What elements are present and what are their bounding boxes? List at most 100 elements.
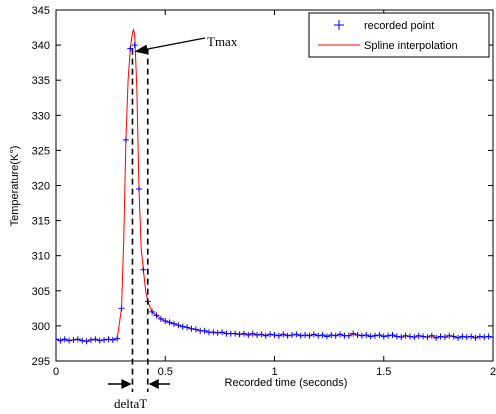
recorded-point-marker <box>428 332 435 339</box>
recorded-point-marker <box>87 336 94 343</box>
recorded-point-marker <box>297 332 304 339</box>
deltat-left-arrow-head <box>121 379 132 389</box>
recorded-point-marker <box>262 332 269 339</box>
recorded-point-marker <box>293 331 300 338</box>
legend-marker-recorded-point <box>334 20 344 30</box>
recorded-point-marker <box>284 332 291 339</box>
recorded-point-marker <box>96 337 103 344</box>
recorded-point-marker <box>437 333 444 340</box>
recorded-point-marker <box>214 329 221 336</box>
recorded-point-marker <box>393 333 400 340</box>
x-axis-label: Recorded time (seconds) <box>225 377 348 389</box>
recorded-point-marker <box>210 329 217 336</box>
recorded-point-marker <box>219 329 226 336</box>
recorded-point-marker <box>424 334 431 341</box>
y-tick-label: 325 <box>32 145 50 157</box>
tmax-arrow-head <box>134 44 149 55</box>
recorded-point-marker <box>170 320 177 327</box>
series-layer <box>56 27 494 345</box>
recorded-point-marker <box>92 336 99 343</box>
recorded-point-marker <box>459 333 466 340</box>
recorded-point-marker <box>450 333 457 340</box>
annotation-deltat-label: deltaT <box>114 396 147 411</box>
y-tick-label: 295 <box>32 356 50 368</box>
recorded-point-marker <box>420 333 427 340</box>
recorded-point-marker <box>166 319 173 326</box>
recorded-point-marker <box>74 336 81 343</box>
recorded-point-marker <box>114 335 121 342</box>
recorded-point-marker <box>302 332 309 339</box>
recorded-point-marker <box>468 333 475 340</box>
recorded-point-marker <box>463 334 470 341</box>
recorded-point-marker <box>337 331 344 338</box>
legend-label-spline: Spline interpolation <box>364 40 458 52</box>
recorded-point-marker <box>485 333 492 340</box>
recorded-point-marker <box>328 332 335 339</box>
x-tick-label: 1.5 <box>376 366 391 378</box>
recorded-point-marker <box>258 331 265 338</box>
recorded-point-marker <box>358 332 365 339</box>
recorded-point-marker <box>184 324 191 331</box>
recorded-point-marker <box>306 332 313 339</box>
recorded-point-marker <box>446 332 453 339</box>
y-tick-label: 320 <box>32 181 50 193</box>
recorded-point-marker <box>275 332 282 339</box>
recorded-point-marker <box>61 336 68 343</box>
recorded-point-marker <box>350 330 357 337</box>
recorded-point-marker <box>380 333 387 340</box>
recorded-point-marker <box>192 326 199 333</box>
recorded-point-marker <box>105 336 112 343</box>
recorded-point-marker <box>136 186 143 193</box>
annotation-layer <box>108 37 206 392</box>
recorded-point-marker <box>271 332 278 339</box>
recorded-point-marker <box>411 334 418 341</box>
tmax-arrow-shaft <box>144 37 206 51</box>
recorded-point-marker <box>280 331 287 338</box>
recorded-point-marker <box>372 332 379 339</box>
recorded-point-marker <box>398 334 405 341</box>
recorded-point-marker <box>140 266 147 273</box>
recorded-point-marker <box>254 332 261 339</box>
x-tick-label: 1 <box>271 366 277 378</box>
recorded-point-marker <box>315 332 322 339</box>
y-tick-label: 345 <box>32 5 50 17</box>
x-axis-ticks: 0 0.5 1 1.5 2 <box>53 10 496 378</box>
recorded-point-marker <box>157 315 164 322</box>
deltat-right-arrow-head <box>148 379 159 389</box>
recorded-point-marker <box>472 334 479 341</box>
y-tick-label: 330 <box>32 110 50 122</box>
x-tick-label: 2 <box>490 366 496 378</box>
recorded-point-marker <box>188 325 195 332</box>
recorded-point-marker <box>122 136 129 143</box>
recorded-point-marker <box>249 330 256 337</box>
recorded-point-marker <box>175 322 182 329</box>
recorded-point-marker <box>441 334 448 341</box>
recorded-point-marker <box>118 305 125 312</box>
recorded-point-marker <box>323 333 330 340</box>
y-axis-label: Temperature(K°) <box>9 146 21 227</box>
y-tick-label: 335 <box>32 75 50 87</box>
recorded-point-marker <box>153 312 160 319</box>
recorded-point-marker <box>481 334 488 341</box>
recorded-point-marker <box>83 338 90 345</box>
x-tick-label: 0.5 <box>158 366 173 378</box>
legend: recorded point Spline interpolation <box>308 12 490 58</box>
annotation-tmax-label: Tmax <box>207 34 238 49</box>
recorded-point-marker <box>131 42 138 49</box>
y-tick-label: 315 <box>32 216 50 228</box>
recorded-point-marker <box>56 336 59 343</box>
x-tick-label: 0 <box>53 366 59 378</box>
recorded-point-marker <box>232 330 239 337</box>
recorded-point-marker <box>79 337 86 344</box>
y-tick-label: 310 <box>32 251 50 263</box>
recorded-point-marker <box>70 336 77 343</box>
recorded-point-marker <box>109 336 116 343</box>
recorded-point-marker <box>490 334 494 341</box>
recorded-point-marker <box>455 334 462 341</box>
y-tick-label: 300 <box>32 321 50 333</box>
recorded-point-marker <box>354 332 361 339</box>
recorded-point-marker <box>310 331 317 338</box>
recorded-point-marker <box>389 332 396 339</box>
recorded-point-marker <box>240 330 247 337</box>
